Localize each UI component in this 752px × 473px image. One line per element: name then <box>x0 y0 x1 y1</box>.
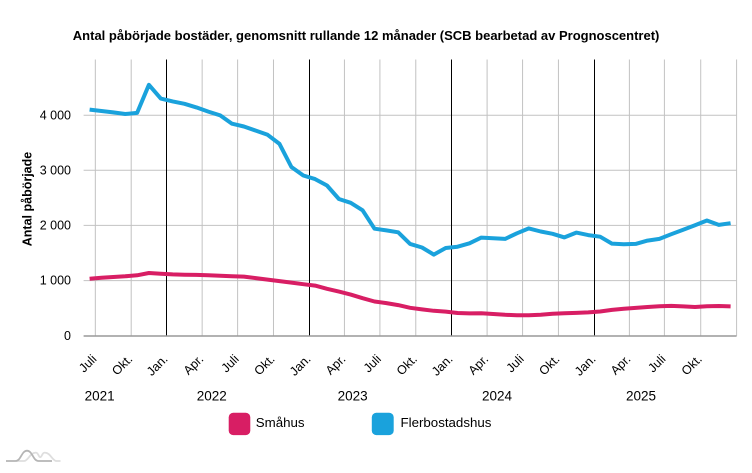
svg-text:1 000: 1 000 <box>40 274 71 288</box>
svg-text:2 000: 2 000 <box>40 219 71 233</box>
svg-text:2021: 2021 <box>85 389 115 404</box>
svg-text:2025: 2025 <box>626 389 656 404</box>
svg-text:2024: 2024 <box>482 389 513 404</box>
svg-text:Flerbostadshus: Flerbostadshus <box>401 415 492 430</box>
svg-text:2022: 2022 <box>197 389 227 404</box>
svg-text:2023: 2023 <box>338 389 368 404</box>
svg-text:4 000: 4 000 <box>40 108 71 122</box>
svg-text:Antal påbörjade: Antal påbörjade <box>21 152 35 247</box>
svg-text:Småhus: Småhus <box>256 415 305 430</box>
svg-text:0: 0 <box>64 329 71 343</box>
svg-text:3 000: 3 000 <box>40 163 71 177</box>
svg-text:Antal påbörjade bostäder, geno: Antal påbörjade bostäder, genomsnitt rul… <box>73 28 660 43</box>
